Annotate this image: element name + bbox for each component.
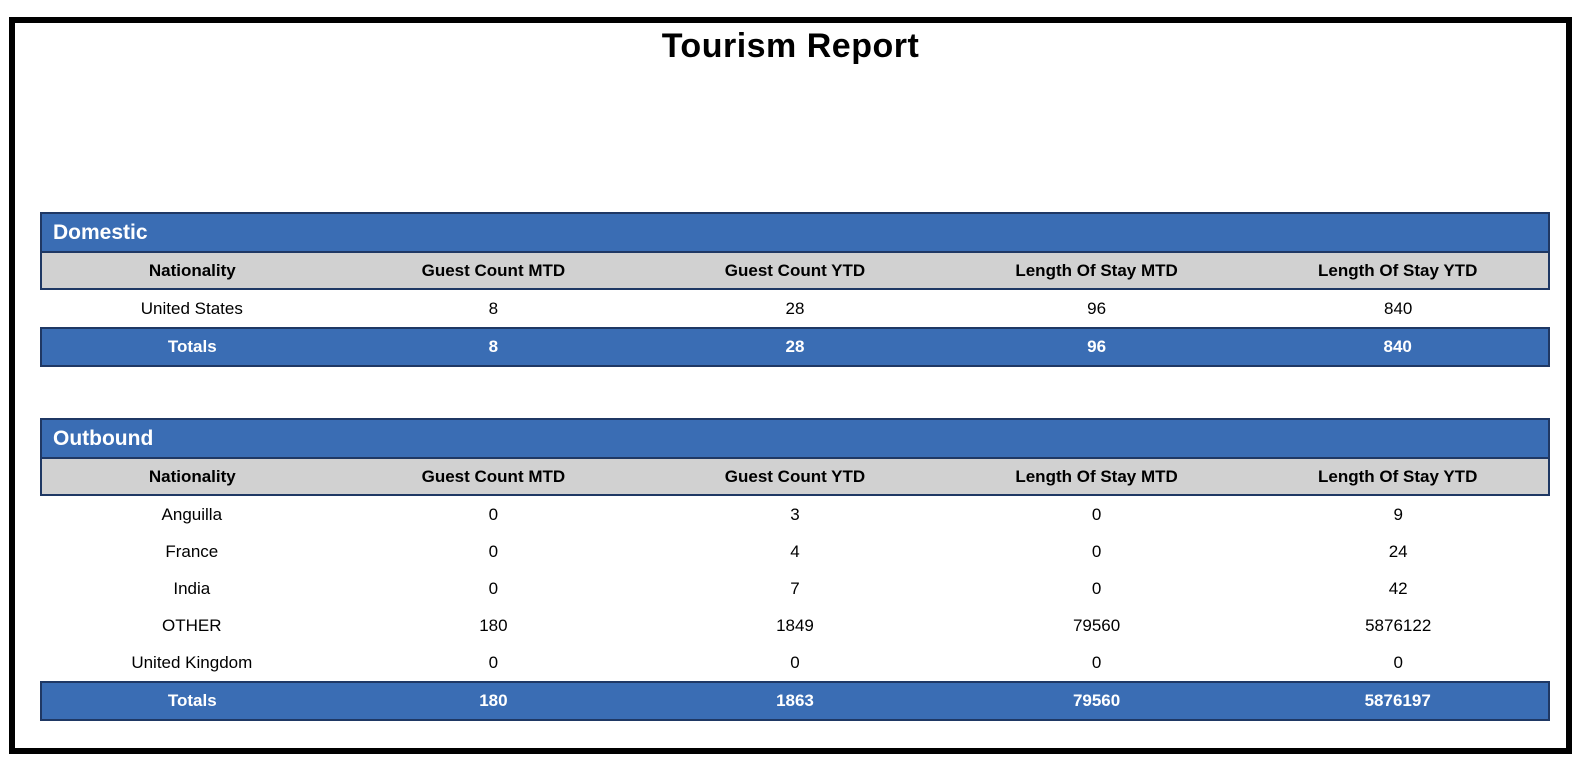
value-cell: 0 bbox=[342, 533, 645, 570]
totals-value-cell: 1863 bbox=[644, 681, 946, 721]
table-row: United Kingdom 0 0 0 0 bbox=[41, 644, 1549, 682]
nationality-cell: France bbox=[41, 533, 343, 570]
nationality-cell: United States bbox=[41, 289, 343, 328]
column-header-length-of-stay-mtd: Length Of Stay MTD bbox=[945, 457, 1248, 496]
totals-value-cell: 28 bbox=[644, 327, 946, 367]
column-header-length-of-stay-mtd: Length Of Stay MTD bbox=[945, 251, 1248, 290]
value-cell: 0 bbox=[945, 570, 1248, 607]
value-cell: 8 bbox=[342, 289, 645, 328]
outbound-totals-row: Totals 180 1863 79560 5876197 bbox=[40, 681, 1550, 721]
totals-value-cell: 840 bbox=[1247, 327, 1550, 367]
totals-value-cell: 79560 bbox=[945, 681, 1248, 721]
value-cell: 5876122 bbox=[1247, 607, 1549, 644]
column-header-length-of-stay-ytd: Length Of Stay YTD bbox=[1247, 251, 1550, 290]
outbound-section-band: Outbound bbox=[40, 418, 1550, 459]
column-header-guest-count-mtd: Guest Count MTD bbox=[342, 457, 645, 496]
outbound-table-section: Outbound Nationality Guest Count MTD Gue… bbox=[40, 418, 1550, 721]
column-header-length-of-stay-ytd: Length Of Stay YTD bbox=[1247, 457, 1550, 496]
section-header-domestic: Domestic bbox=[40, 212, 1550, 253]
value-cell: 0 bbox=[1247, 644, 1549, 682]
value-cell: 0 bbox=[342, 570, 645, 607]
report-page-border: Tourism Report Domestic Nationality Gues… bbox=[9, 17, 1572, 754]
column-header-guest-count-mtd: Guest Count MTD bbox=[342, 251, 645, 290]
section-header-outbound: Outbound bbox=[40, 418, 1550, 459]
nationality-cell: Anguilla bbox=[41, 495, 343, 533]
domestic-table: Domestic Nationality Guest Count MTD Gue… bbox=[40, 212, 1550, 367]
value-cell: 4 bbox=[644, 533, 946, 570]
value-cell: 42 bbox=[1247, 570, 1549, 607]
value-cell: 0 bbox=[644, 644, 946, 682]
outbound-column-header-row: Nationality Guest Count MTD Guest Count … bbox=[40, 457, 1550, 496]
totals-label: Totals bbox=[40, 681, 343, 721]
column-header-guest-count-ytd: Guest Count YTD bbox=[644, 457, 946, 496]
value-cell: 24 bbox=[1247, 533, 1549, 570]
column-header-nationality: Nationality bbox=[40, 457, 343, 496]
column-header-nationality: Nationality bbox=[40, 251, 343, 290]
value-cell: 0 bbox=[945, 495, 1248, 533]
domestic-column-header-row: Nationality Guest Count MTD Guest Count … bbox=[40, 251, 1550, 290]
value-cell: 3 bbox=[644, 495, 946, 533]
value-cell: 9 bbox=[1247, 495, 1549, 533]
value-cell: 79560 bbox=[945, 607, 1248, 644]
nationality-cell: United Kingdom bbox=[41, 644, 343, 682]
value-cell: 7 bbox=[644, 570, 946, 607]
table-row: United States 8 28 96 840 bbox=[41, 289, 1549, 328]
totals-value-cell: 8 bbox=[342, 327, 645, 367]
value-cell: 0 bbox=[945, 533, 1248, 570]
value-cell: 0 bbox=[342, 644, 645, 682]
domestic-table-section: Domestic Nationality Guest Count MTD Gue… bbox=[40, 212, 1550, 367]
totals-value-cell: 96 bbox=[945, 327, 1248, 367]
domestic-totals-row: Totals 8 28 96 840 bbox=[40, 327, 1550, 367]
table-row: OTHER 180 1849 79560 5876122 bbox=[41, 607, 1549, 644]
outbound-table: Outbound Nationality Guest Count MTD Gue… bbox=[40, 418, 1550, 721]
value-cell: 1849 bbox=[644, 607, 946, 644]
totals-value-cell: 5876197 bbox=[1247, 681, 1550, 721]
value-cell: 180 bbox=[342, 607, 645, 644]
table-row: India 0 7 0 42 bbox=[41, 570, 1549, 607]
value-cell: 0 bbox=[945, 644, 1248, 682]
table-row: Anguilla 0 3 0 9 bbox=[41, 495, 1549, 533]
value-cell: 28 bbox=[644, 289, 946, 328]
domestic-section-band: Domestic bbox=[40, 212, 1550, 253]
report-title: Tourism Report bbox=[661, 27, 920, 65]
totals-value-cell: 180 bbox=[342, 681, 645, 721]
nationality-cell: OTHER bbox=[41, 607, 343, 644]
table-row: France 0 4 0 24 bbox=[41, 533, 1549, 570]
totals-label: Totals bbox=[40, 327, 343, 367]
value-cell: 96 bbox=[945, 289, 1248, 328]
value-cell: 0 bbox=[342, 495, 645, 533]
nationality-cell: India bbox=[41, 570, 343, 607]
value-cell: 840 bbox=[1247, 289, 1549, 328]
column-header-guest-count-ytd: Guest Count YTD bbox=[644, 251, 946, 290]
